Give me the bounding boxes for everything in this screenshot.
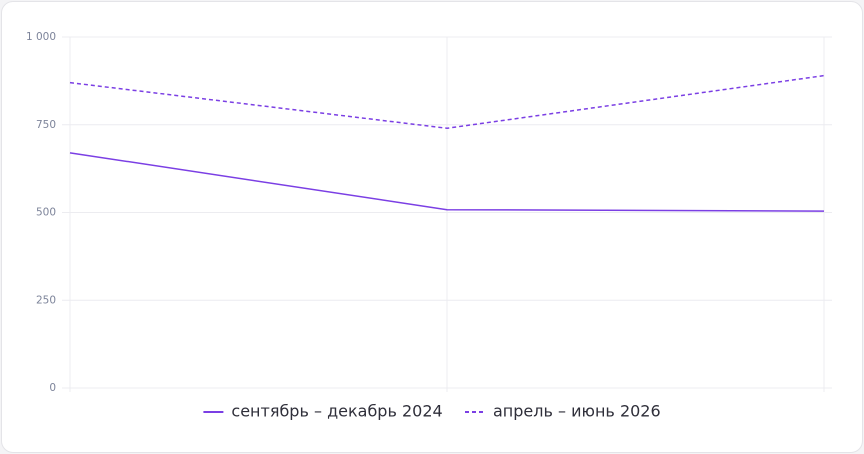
series-line xyxy=(69,74,825,130)
y-tick-label: 250 xyxy=(36,294,56,306)
legend-label: апрель – июнь 2026 xyxy=(493,402,661,421)
series-line xyxy=(69,152,825,212)
y-tick-label: 500 xyxy=(36,207,56,219)
legend-label: сентябрь – декабрь 2024 xyxy=(231,402,442,421)
y-tick-label: 1 000 xyxy=(26,31,56,43)
y-tick-label: 750 xyxy=(36,119,56,131)
y-tick-label: 0 xyxy=(49,382,56,394)
